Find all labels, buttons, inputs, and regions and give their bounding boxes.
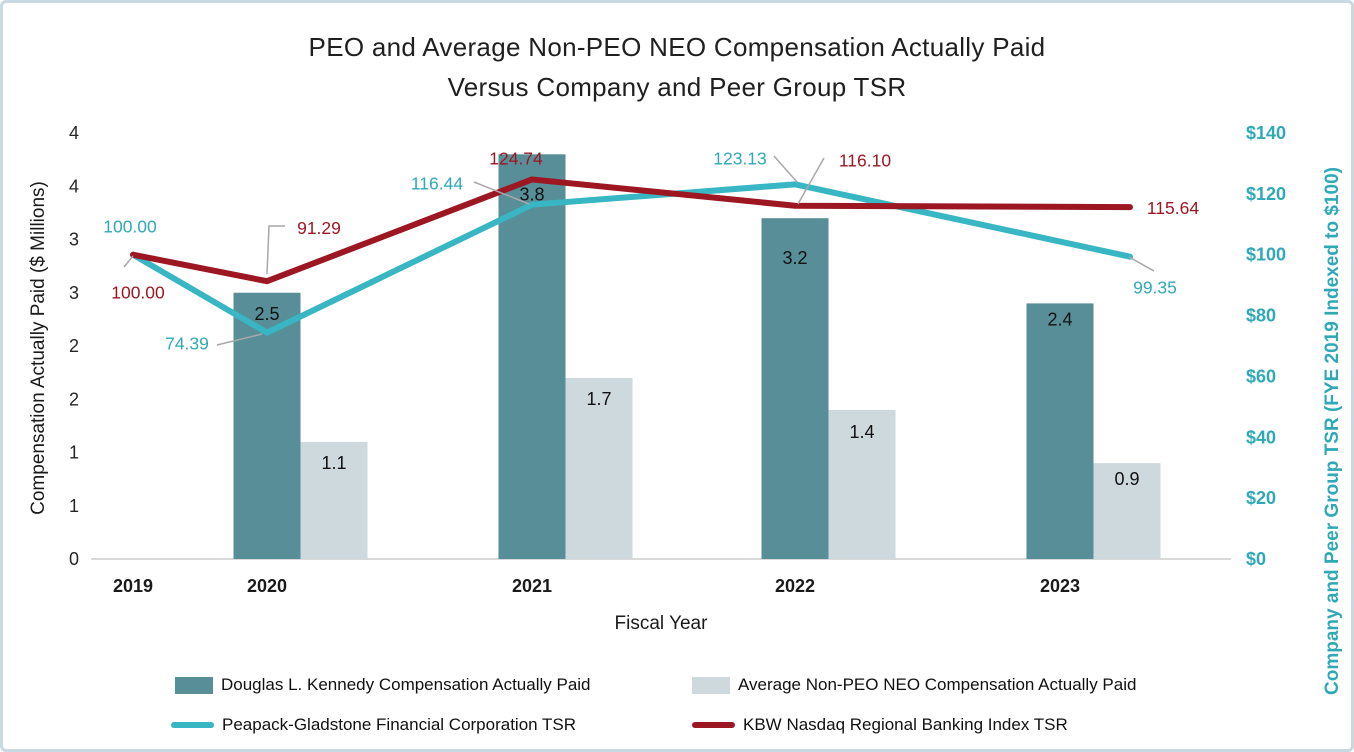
- line-data-label: 99.35: [1133, 278, 1177, 298]
- bar-data-label: 3.2: [782, 248, 807, 268]
- left-axis-tick: 3: [69, 283, 79, 303]
- label-leader-line: [797, 157, 825, 205]
- left-axis-tick: 4: [69, 176, 79, 196]
- line-data-label: 100.00: [103, 217, 157, 237]
- label-leader-line: [473, 181, 530, 205]
- line-data-label: 124.74: [489, 148, 543, 168]
- label-leader-line: [266, 225, 285, 275]
- chart-canvas: 0 1 1 2 2 3 3 4 4 $0 $20 $40 $60 $80 $100 $120 $140 2019 2…: [69, 123, 1286, 596]
- legend-swatch-neo-bar: [692, 676, 730, 694]
- line-data-label: 100.00: [111, 283, 165, 303]
- legend-label-company-tsr: Peapack-Gladstone Financial Corporation …: [222, 715, 577, 734]
- right-axis-tick: $120: [1246, 184, 1286, 204]
- x-axis-tick: 2022: [775, 576, 815, 596]
- right-axis-tick: $20: [1246, 488, 1276, 508]
- chart-title: PEO and Average Non-PEO NEO Compensation…: [3, 27, 1351, 107]
- right-axis-tick: $140: [1246, 123, 1286, 143]
- bar: [828, 409, 896, 559]
- legend-swatch-company-tsr: [171, 722, 214, 728]
- x-axis-title: Fiscal Year: [614, 613, 708, 634]
- right-axis-tick: $40: [1246, 427, 1276, 447]
- bar-data-label: 2.5: [254, 304, 279, 324]
- x-axis-tick: 2020: [247, 576, 287, 596]
- left-axis-tick: 3: [69, 230, 79, 250]
- left-axis-tick: 1: [69, 443, 79, 463]
- bar: [498, 154, 566, 560]
- legend-swatch-peo-bar: [175, 676, 213, 694]
- x-axis-tick: 2019: [113, 576, 153, 596]
- bar: [1026, 303, 1094, 559]
- label-leader-line: [216, 333, 263, 346]
- tsr-line: [130, 176, 1133, 285]
- bar-data-label: 1.7: [586, 389, 611, 409]
- bar-data-label: 0.9: [1114, 469, 1139, 489]
- line-data-label: 116.10: [839, 151, 891, 171]
- bar-data-label: 3.8: [519, 184, 544, 204]
- legend-label-index-tsr: KBW Nasdaq Regional Banking Index TSR: [743, 715, 1068, 734]
- bar-data-label: 1.1: [321, 453, 346, 473]
- bar: [1093, 463, 1161, 559]
- left-axis-tick: 1: [69, 496, 79, 516]
- chart-title-line2: Versus Company and Peer Group TSR: [447, 72, 907, 102]
- legend-item-neo-bar: Average Non-PEO NEO Compensation Actuall…: [692, 675, 1136, 695]
- legend-label-peo-bar: Douglas L. Kennedy Compensation Actually…: [221, 675, 591, 694]
- left-axis-tick: 0: [69, 549, 79, 569]
- bar: [761, 218, 829, 559]
- right-axis-tick: $0: [1246, 549, 1266, 569]
- line-data-label: 91.29: [297, 218, 341, 238]
- right-axis-tick: $80: [1246, 306, 1276, 326]
- left-axis-tick: 4: [69, 123, 79, 143]
- right-axis-title: Company and Peer Group TSR (FYE 2019 Ind…: [1322, 167, 1343, 695]
- legend-item-company-tsr: Peapack-Gladstone Financial Corporation …: [171, 715, 576, 735]
- x-axis-tick: 2023: [1040, 576, 1080, 596]
- legend-swatch-index-tsr: [692, 722, 735, 728]
- bar: [300, 441, 368, 559]
- bar-data-label: 1.4: [849, 422, 874, 442]
- left-axis-tick: 2: [69, 336, 79, 356]
- legend-label-neo-bar: Average Non-PEO NEO Compensation Actuall…: [738, 675, 1137, 694]
- legend-item-index-tsr: KBW Nasdaq Regional Banking Index TSR: [692, 715, 1068, 735]
- line-data-label: 115.64: [1147, 198, 1199, 218]
- left-axis-tick: 2: [69, 389, 79, 409]
- line-data-label: 74.39: [165, 334, 209, 354]
- label-leader-line: [773, 155, 798, 183]
- label-leader-line: [1128, 256, 1155, 272]
- left-axis-title: Compensation Actually Paid ($ Millions): [28, 181, 49, 515]
- line-data-label: 123.13: [713, 148, 767, 168]
- x-axis-tick: 2021: [512, 576, 552, 596]
- label-leader-line: [123, 255, 134, 268]
- right-axis-tick: $100: [1246, 245, 1286, 265]
- bar: [565, 377, 633, 559]
- bar-data-label: 2.4: [1047, 309, 1072, 329]
- bar: [233, 292, 301, 559]
- line-data-label: 116.44: [411, 174, 463, 194]
- legend-item-peo-bar: Douglas L. Kennedy Compensation Actually…: [175, 675, 591, 695]
- right-axis-tick: $60: [1246, 366, 1276, 386]
- chart-title-line1: PEO and Average Non-PEO NEO Compensation…: [308, 32, 1046, 62]
